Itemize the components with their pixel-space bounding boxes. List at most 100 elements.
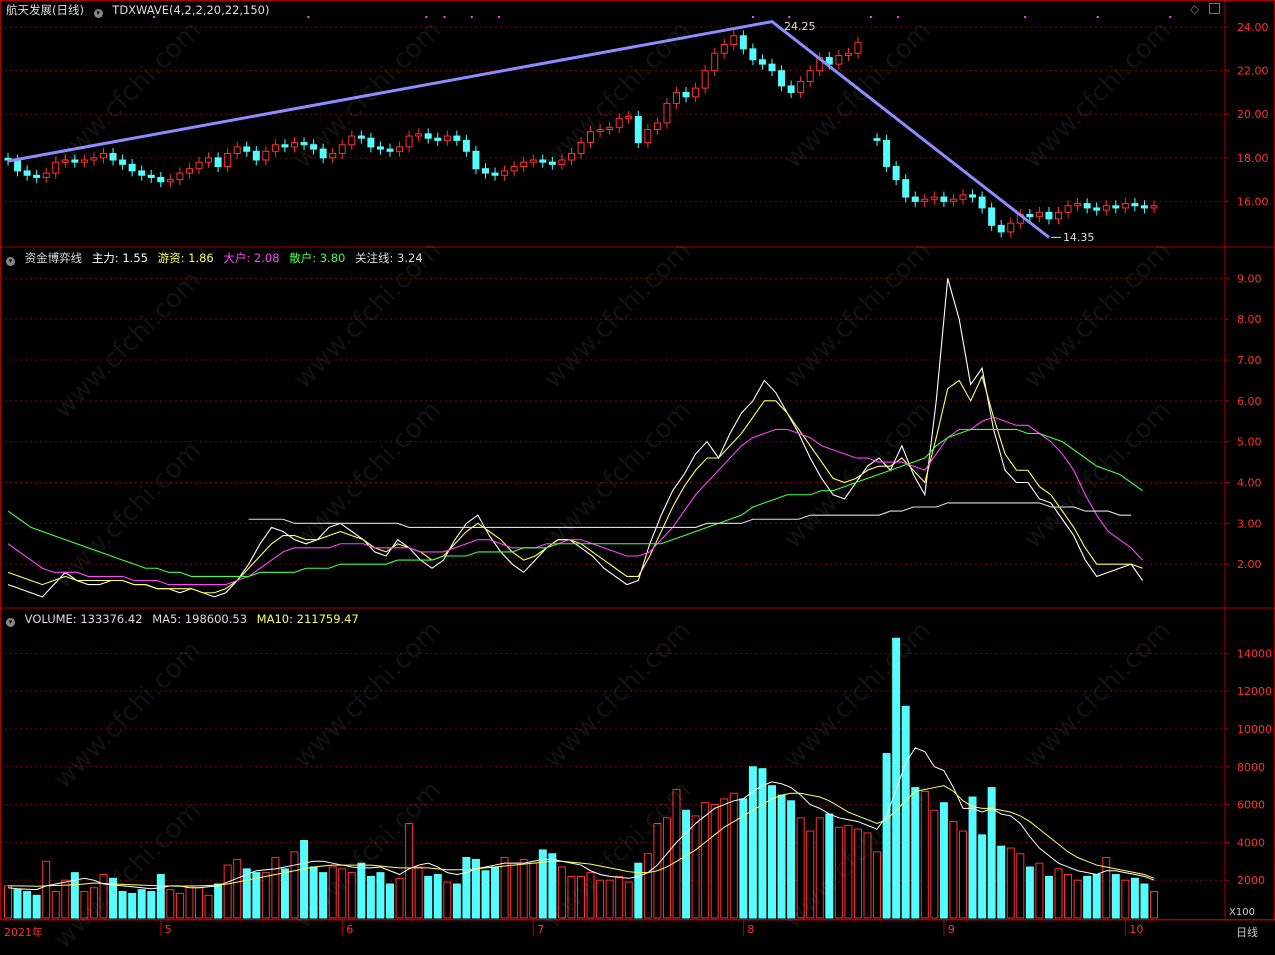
volume-unit-label: X100	[1229, 907, 1255, 918]
y-tick-label: 12000	[1237, 685, 1272, 698]
volume-bar	[338, 868, 347, 919]
volume-bar	[605, 879, 614, 919]
volume-bar	[481, 870, 490, 919]
candle-body	[185, 168, 193, 174]
candle-body	[482, 168, 489, 174]
candle-body	[61, 159, 69, 163]
volume-ma5-line	[7, 747, 1155, 891]
candle-body	[14, 159, 22, 172]
diamond-icon[interactable]: ◇	[1189, 2, 1200, 16]
settings-dot-icon[interactable]: ▾	[6, 618, 15, 627]
volume-bar	[89, 887, 98, 919]
candle-body	[749, 48, 757, 61]
panel-controls: ◇	[1190, 2, 1220, 16]
candle-body	[501, 170, 509, 176]
volume-bar	[863, 832, 872, 919]
volume-bar	[691, 815, 700, 919]
y-tick-label: 2000	[1237, 874, 1265, 887]
volume-bar	[615, 875, 624, 919]
candle-body	[252, 150, 260, 161]
volume-bar	[1064, 874, 1073, 919]
volume-bar	[787, 800, 796, 919]
signal-marker	[153, 16, 156, 18]
candle-body	[396, 146, 404, 152]
volume-bar	[853, 828, 862, 919]
candle-body	[529, 159, 537, 163]
volume-bar	[1130, 877, 1139, 919]
y-tick-label: 4000	[1237, 836, 1265, 849]
volume-bar	[319, 872, 328, 919]
volume-bar	[1150, 891, 1158, 919]
candle-body	[386, 148, 394, 152]
volume-bar	[519, 858, 528, 919]
year-label: 2021年	[4, 926, 43, 939]
candle-body	[138, 170, 146, 176]
candle-body	[462, 139, 470, 152]
candle-body	[1140, 205, 1148, 209]
candle-body	[596, 129, 604, 133]
volume-bar	[720, 798, 729, 919]
volume-bar	[290, 851, 299, 919]
candle-body	[606, 126, 614, 131]
volume-bar	[185, 885, 194, 919]
signal-marker	[443, 16, 446, 18]
tdxwave-line	[7, 20, 1061, 239]
volume-bar	[300, 839, 309, 919]
candle-body	[166, 179, 174, 183]
settings-dot-icon[interactable]: ▾	[6, 257, 15, 266]
window-icon[interactable]	[1209, 3, 1220, 14]
volume-bar	[424, 875, 433, 919]
candle-body	[949, 198, 957, 202]
volume-bar	[825, 813, 834, 919]
candle-body	[205, 157, 213, 163]
volume-bar	[1073, 879, 1082, 919]
volume-bar	[1006, 847, 1015, 919]
volume-bar	[939, 802, 948, 919]
volume-bar	[271, 857, 280, 919]
flow-line-关注线	[248, 502, 1132, 528]
volume-bar	[80, 891, 89, 919]
candle-body	[844, 52, 852, 56]
candle-body	[548, 161, 556, 165]
candle-body	[1026, 213, 1034, 218]
candle-body	[787, 85, 795, 93]
candle-body	[1102, 205, 1110, 211]
candle-body	[157, 176, 165, 183]
candle-body	[338, 144, 346, 154]
x-axis-labels: 5 6 7 8 9 10	[160, 920, 1143, 936]
candle-body	[1131, 203, 1139, 207]
volume-bar	[1044, 875, 1053, 919]
signal-marker	[497, 16, 500, 18]
candle-body	[176, 172, 184, 181]
volume-bar	[529, 862, 538, 919]
volume-bar	[280, 868, 289, 919]
volume-bar	[23, 891, 32, 919]
volume-bar	[634, 862, 643, 919]
candle-body	[892, 166, 900, 181]
volume-bar	[729, 792, 738, 919]
signal-marker	[1024, 16, 1027, 18]
ma5-value: MA5: 198600.53	[152, 612, 248, 626]
candle-body	[424, 133, 432, 139]
volume-bar	[32, 894, 41, 919]
signal-marker	[897, 16, 900, 18]
volume-bar	[166, 889, 175, 919]
volume-bar	[233, 858, 242, 919]
volume-bar	[710, 804, 719, 919]
volume-bar	[682, 809, 691, 919]
volume-bar	[949, 821, 958, 919]
candle-body	[1074, 203, 1082, 207]
candle-body	[1064, 205, 1072, 213]
volume-bar	[195, 887, 203, 919]
candle-body	[1007, 222, 1015, 233]
settings-dot-icon[interactable]: ▾	[93, 9, 103, 18]
candle-body	[90, 157, 98, 161]
x-tick-label: 9	[948, 923, 955, 936]
y-tick-label: 10000	[1237, 723, 1272, 736]
candle-body	[453, 135, 461, 141]
candle-body	[577, 142, 585, 154]
volume-bar	[1102, 857, 1111, 919]
candle-body	[978, 196, 986, 209]
wave-polyline	[7, 20, 1050, 239]
